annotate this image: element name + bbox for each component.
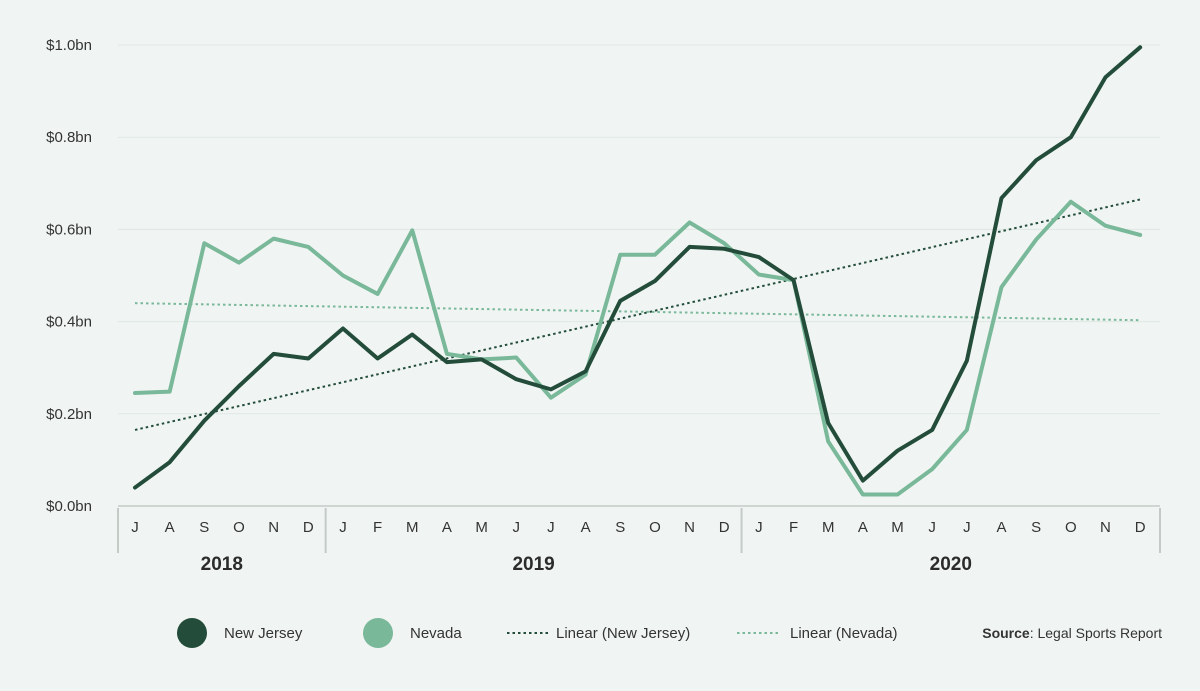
x-tick-label: J xyxy=(339,519,347,536)
legend-swatch xyxy=(177,618,207,648)
source-note: Source: Legal Sports Report xyxy=(982,625,1162,641)
legend-item: Nevada xyxy=(363,618,462,648)
x-tick-label: J xyxy=(755,519,763,536)
x-tick-label: A xyxy=(581,519,591,536)
trendlines xyxy=(134,198,1141,431)
x-tick-label: A xyxy=(858,519,868,536)
y-tick-label: $0.2bn xyxy=(46,406,92,423)
trendline xyxy=(134,302,1141,322)
x-tick-label: A xyxy=(996,519,1006,536)
legend-label: Nevada xyxy=(410,625,462,642)
year-label: 2020 xyxy=(930,554,972,575)
legend-label: Linear (New Jersey) xyxy=(556,625,690,642)
y-tick-label: $0.6bn xyxy=(46,221,92,238)
x-tick-label: A xyxy=(442,519,452,536)
x-tick-label: M xyxy=(475,519,488,536)
series-line xyxy=(133,199,1143,497)
y-tick-label: $0.0bn xyxy=(46,498,92,515)
x-tick-label: F xyxy=(789,519,798,536)
x-tick-label: D xyxy=(719,519,730,536)
x-tick-label: M xyxy=(891,519,904,536)
legend-label: Linear (Nevada) xyxy=(790,625,898,642)
series-line xyxy=(133,45,1143,490)
x-tick-label: J xyxy=(928,519,936,536)
x-tick-label: J xyxy=(513,519,521,536)
legend-item: New Jersey xyxy=(177,618,303,648)
x-tick-label: D xyxy=(303,519,314,536)
series-lines xyxy=(133,45,1143,497)
legend-item: Linear (New Jersey) xyxy=(507,625,690,642)
x-tick-label: O xyxy=(649,519,661,536)
legend-swatch xyxy=(363,618,393,648)
x-tick-label: S xyxy=(199,519,209,536)
x-tick-label: M xyxy=(406,519,419,536)
x-tick-label: A xyxy=(165,519,175,536)
x-tick-label: N xyxy=(684,519,695,536)
x-tick-label: D xyxy=(1135,519,1146,536)
source-prefix: Source xyxy=(982,625,1030,641)
legend: New Jersey Nevada Linear (New Jersey) Linea… xyxy=(177,618,898,648)
y-tick-label: $0.4bn xyxy=(46,314,92,331)
x-tick-label: N xyxy=(1100,519,1111,536)
source-text: : Legal Sports Report xyxy=(1030,625,1162,641)
x-tick-label: J xyxy=(963,519,971,536)
x-tick-label: O xyxy=(233,519,245,536)
y-tick-label: $1.0bn xyxy=(46,37,92,54)
x-tick-label: J xyxy=(547,519,555,536)
trendline xyxy=(134,198,1141,431)
year-label: 2019 xyxy=(512,554,554,575)
x-tick-label: S xyxy=(615,519,625,536)
grid-lines xyxy=(118,44,1160,507)
x-axis: J A S O N D J F M A M J J A S O N D J F M A M J J A S O N D 2018 2019 20… xyxy=(117,508,1161,575)
year-label: 2018 xyxy=(201,554,243,575)
y-axis: $0.0bn $0.2bn $0.4bn $0.6bn $0.8bn $1.0bn xyxy=(46,37,92,515)
x-tick-label: M xyxy=(822,519,835,536)
x-tick-label: O xyxy=(1065,519,1077,536)
x-tick-label: S xyxy=(1031,519,1041,536)
x-tick-label: J xyxy=(131,519,139,536)
x-tick-label: N xyxy=(268,519,279,536)
x-tick-label: F xyxy=(373,519,382,536)
y-tick-label: $0.8bn xyxy=(46,129,92,146)
legend-label: New Jersey xyxy=(224,625,303,642)
legend-item: Linear (Nevada) xyxy=(737,625,898,642)
